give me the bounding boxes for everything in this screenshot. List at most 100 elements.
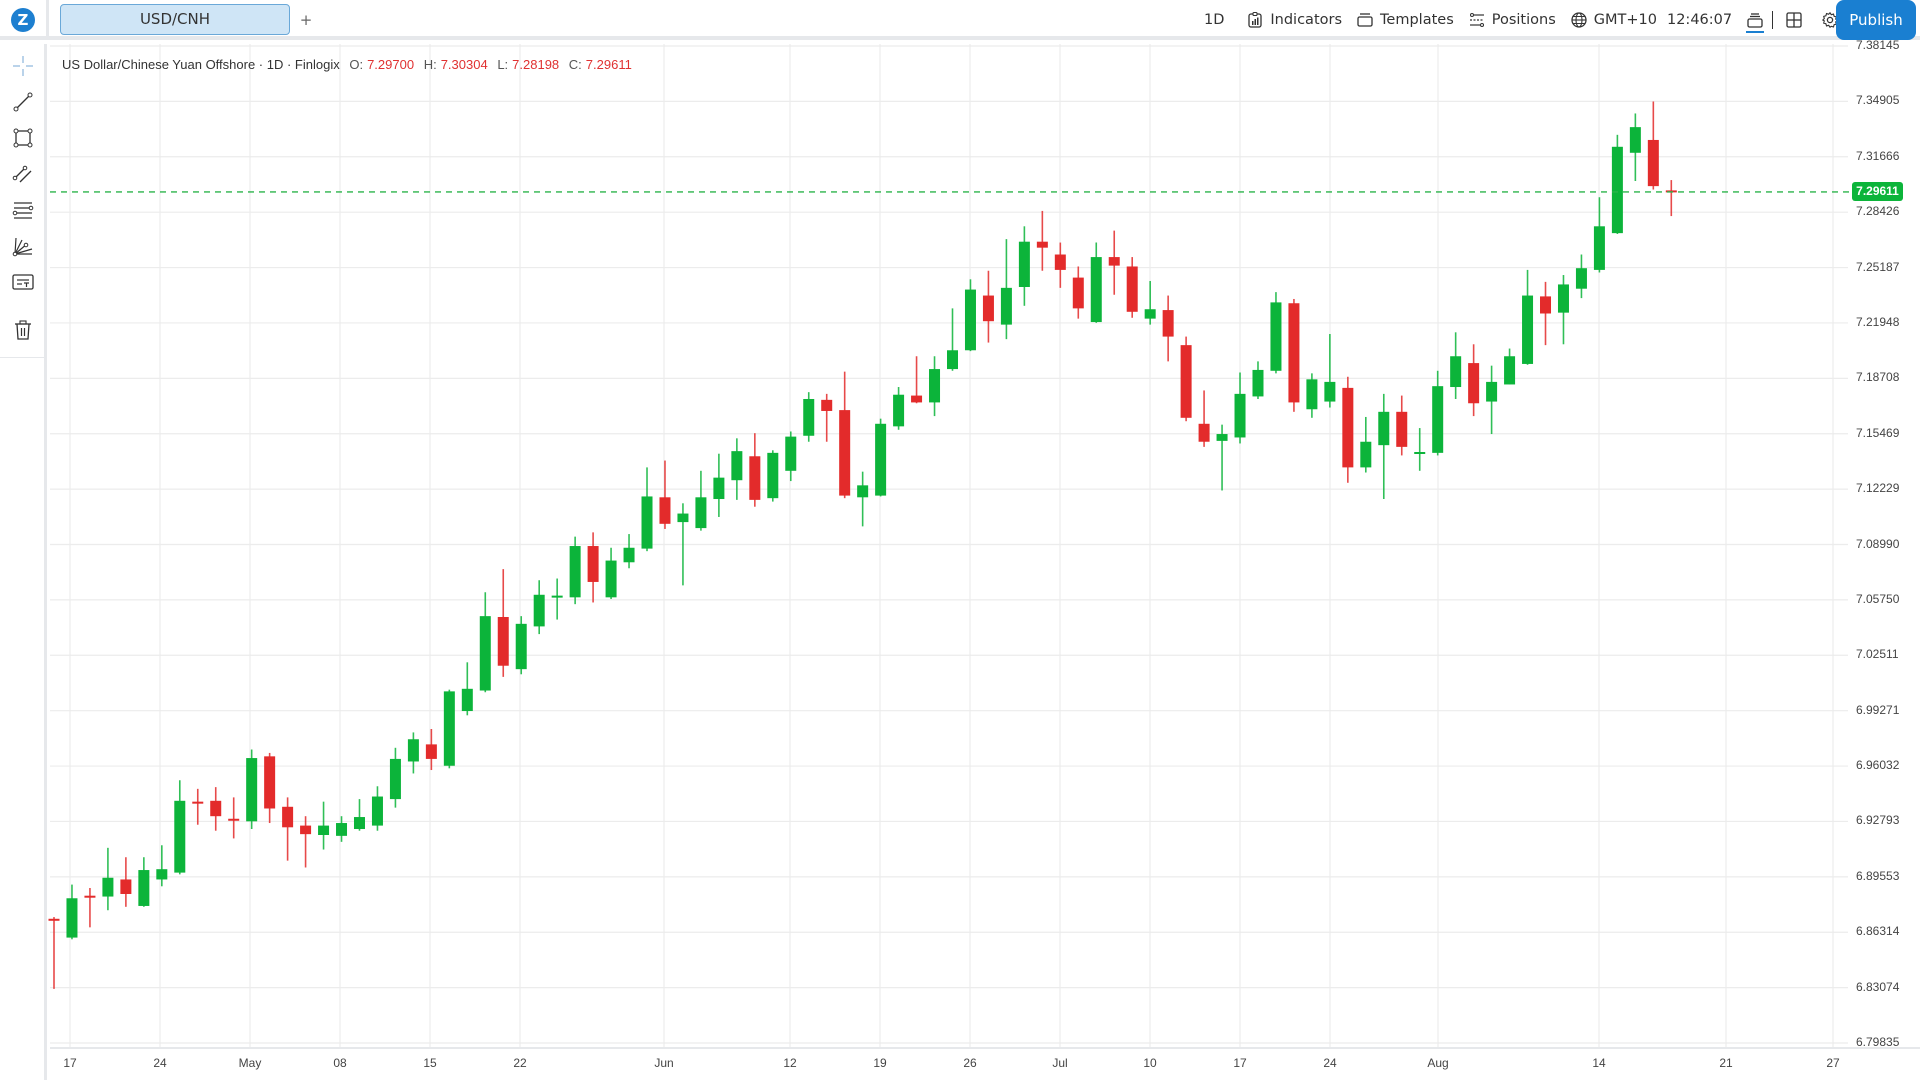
divider bbox=[1772, 11, 1774, 29]
rectangle-icon bbox=[13, 128, 33, 148]
templates-button[interactable]: Templates bbox=[1356, 11, 1454, 29]
candle bbox=[875, 418, 887, 497]
clock: 12:46:07 bbox=[1666, 12, 1733, 28]
candle bbox=[120, 857, 132, 907]
date-tick-label: 10 bbox=[1143, 1056, 1157, 1070]
rectangle-tool[interactable] bbox=[9, 124, 37, 152]
toolbar-right: 1D Indicators Templates Positions GMT+10… bbox=[1204, 0, 1839, 40]
positions-button[interactable]: Positions bbox=[1468, 11, 1556, 29]
date-tick-label: 26 bbox=[963, 1056, 977, 1070]
legend-high-value: 7.30304 bbox=[440, 57, 488, 72]
candle bbox=[1557, 275, 1569, 345]
candle bbox=[1288, 298, 1300, 412]
candle bbox=[1054, 242, 1066, 288]
globe-icon bbox=[1571, 12, 1587, 28]
candle bbox=[821, 393, 833, 442]
candle bbox=[982, 270, 994, 343]
parallel-channel-icon bbox=[12, 165, 32, 183]
crosshair-tool[interactable] bbox=[9, 52, 37, 80]
text-note-tool[interactable] bbox=[9, 268, 37, 296]
candle bbox=[713, 453, 725, 517]
candle bbox=[1414, 428, 1426, 471]
candle bbox=[551, 578, 563, 620]
candle bbox=[443, 689, 455, 769]
parallel-channel-tool[interactable] bbox=[9, 160, 37, 188]
legend-close-value: 7.29611 bbox=[585, 57, 632, 72]
drawing-toolbar bbox=[0, 44, 47, 1080]
candle bbox=[749, 433, 761, 507]
candle bbox=[336, 816, 348, 842]
grid-layout-icon bbox=[1786, 12, 1802, 28]
candle bbox=[228, 797, 240, 839]
last-price-label: 7.29611 bbox=[1852, 181, 1903, 201]
price-tick-label: 7.15469 bbox=[1856, 425, 1900, 440]
price-tick-label: 7.18708 bbox=[1856, 370, 1900, 385]
interval-button[interactable]: 1D bbox=[1204, 12, 1224, 28]
candle bbox=[1072, 266, 1084, 319]
candle bbox=[156, 845, 168, 887]
price-tick-label: 7.21948 bbox=[1856, 314, 1900, 329]
candle bbox=[1018, 226, 1030, 306]
date-tick-label: 15 bbox=[423, 1056, 437, 1070]
candle bbox=[641, 467, 653, 552]
candle bbox=[911, 356, 923, 404]
layout-toggle-button[interactable] bbox=[1746, 11, 1765, 33]
fib-retracement-tool[interactable] bbox=[9, 196, 37, 224]
candle bbox=[300, 816, 312, 868]
candle bbox=[1198, 390, 1210, 447]
date-tick-label: Aug bbox=[1427, 1056, 1449, 1070]
tab-usd-cnh[interactable]: USD/CNH bbox=[60, 4, 290, 35]
price-tick-label: 7.31666 bbox=[1856, 148, 1900, 163]
candle bbox=[1108, 230, 1120, 295]
candle bbox=[1216, 424, 1228, 491]
candle bbox=[1342, 376, 1354, 483]
grid-layout-button[interactable] bbox=[1785, 11, 1803, 29]
timezone-button[interactable]: GMT+10 bbox=[1570, 11, 1657, 29]
legend-low-value: 7.28198 bbox=[512, 57, 560, 72]
templates-icon bbox=[1357, 13, 1373, 27]
candle bbox=[623, 534, 635, 569]
candle bbox=[1486, 365, 1498, 435]
candle bbox=[461, 662, 473, 716]
candle bbox=[839, 371, 851, 499]
candle bbox=[857, 471, 869, 527]
candle bbox=[210, 787, 222, 831]
indicators-button[interactable]: Indicators bbox=[1246, 11, 1342, 29]
toolbar-divider bbox=[0, 357, 47, 358]
candle bbox=[479, 592, 491, 693]
candle bbox=[1432, 370, 1444, 456]
candle bbox=[1522, 269, 1534, 365]
trash-icon bbox=[15, 320, 31, 340]
date-tick-label: 14 bbox=[1592, 1056, 1606, 1070]
app-logo-icon[interactable]: Z bbox=[11, 8, 35, 32]
candle bbox=[1306, 373, 1318, 418]
candle bbox=[264, 752, 276, 824]
trend-line-tool[interactable] bbox=[9, 88, 37, 116]
delete-drawings-button[interactable] bbox=[9, 316, 37, 344]
candle bbox=[138, 857, 150, 907]
add-tab-button[interactable]: + bbox=[299, 11, 313, 29]
date-tick-label: 19 bbox=[873, 1056, 887, 1070]
gann-fan-tool[interactable] bbox=[9, 232, 37, 260]
candle bbox=[48, 917, 60, 989]
candle bbox=[533, 580, 545, 635]
candle bbox=[893, 387, 905, 430]
price-tick-label: 6.83074 bbox=[1856, 979, 1900, 994]
date-tick-label: 08 bbox=[333, 1056, 347, 1070]
candle bbox=[1252, 361, 1264, 399]
candle bbox=[1126, 257, 1138, 318]
legend-high-label: H: bbox=[423, 57, 437, 72]
candle bbox=[1234, 372, 1246, 444]
horizontal-levels-icon bbox=[12, 202, 34, 219]
legend-low-label: L: bbox=[497, 57, 509, 72]
timezone-label: GMT+10 bbox=[1593, 12, 1657, 28]
fan-icon bbox=[12, 237, 33, 257]
publish-button[interactable]: Publish bbox=[1836, 0, 1916, 40]
candle bbox=[371, 786, 383, 831]
candle bbox=[587, 532, 599, 603]
price-tick-label: 6.86314 bbox=[1856, 924, 1900, 939]
price-tick-label: 7.05750 bbox=[1856, 591, 1900, 606]
stack-icon bbox=[1747, 13, 1763, 28]
candle bbox=[1575, 254, 1587, 299]
